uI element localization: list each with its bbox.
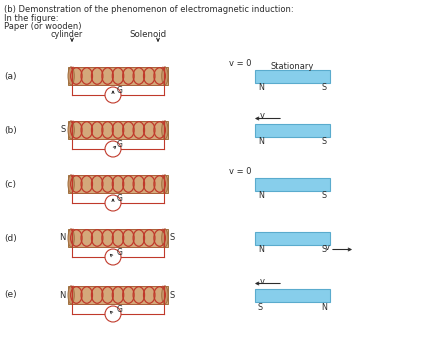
Text: S: S xyxy=(321,138,326,147)
Text: (a): (a) xyxy=(4,72,16,81)
Text: Stationary: Stationary xyxy=(270,62,313,71)
Text: S: S xyxy=(321,83,326,93)
Ellipse shape xyxy=(68,175,74,193)
Text: S: S xyxy=(321,245,326,254)
Bar xyxy=(68,175,168,193)
Circle shape xyxy=(105,87,121,103)
Text: G: G xyxy=(117,194,122,203)
Text: G: G xyxy=(117,305,122,314)
Text: v: v xyxy=(260,111,264,121)
Text: v = 0: v = 0 xyxy=(229,167,251,175)
Ellipse shape xyxy=(161,175,168,193)
Text: G: G xyxy=(117,248,122,257)
Text: S: S xyxy=(257,302,263,311)
Bar xyxy=(254,232,329,245)
Bar xyxy=(254,69,329,82)
Text: cylinder: cylinder xyxy=(51,30,83,39)
Ellipse shape xyxy=(68,67,74,85)
Text: N: N xyxy=(257,138,263,147)
Bar xyxy=(68,229,168,247)
Text: (c): (c) xyxy=(4,179,16,188)
Bar xyxy=(254,123,329,136)
Text: v = 0: v = 0 xyxy=(229,58,251,68)
Ellipse shape xyxy=(161,67,168,85)
Ellipse shape xyxy=(161,229,168,247)
Bar xyxy=(68,67,168,85)
Text: N: N xyxy=(257,192,263,200)
Ellipse shape xyxy=(161,121,168,139)
Circle shape xyxy=(105,306,121,322)
Ellipse shape xyxy=(68,229,74,247)
Text: G: G xyxy=(117,140,122,149)
Text: v: v xyxy=(260,277,264,286)
Text: S: S xyxy=(321,192,326,200)
Bar xyxy=(68,286,168,304)
Text: (d): (d) xyxy=(4,233,17,242)
Bar xyxy=(254,289,329,302)
Ellipse shape xyxy=(68,121,74,139)
Ellipse shape xyxy=(161,286,168,304)
Text: N: N xyxy=(320,302,326,311)
Text: N: N xyxy=(59,233,66,242)
Text: S: S xyxy=(61,126,66,135)
Text: N: N xyxy=(59,290,66,299)
Text: N: N xyxy=(257,83,263,93)
Circle shape xyxy=(105,141,121,157)
Text: Solenoid: Solenoid xyxy=(129,30,166,39)
Text: N: N xyxy=(257,245,263,254)
Text: Paper (or wooden): Paper (or wooden) xyxy=(4,22,81,31)
Text: v: v xyxy=(324,242,329,252)
Circle shape xyxy=(105,249,121,265)
Text: S: S xyxy=(170,290,175,299)
Ellipse shape xyxy=(68,286,74,304)
Bar xyxy=(254,178,329,191)
Text: (b): (b) xyxy=(4,126,17,135)
Text: In the figure:: In the figure: xyxy=(4,14,58,23)
Circle shape xyxy=(105,195,121,211)
Text: S: S xyxy=(170,233,175,242)
Text: (b) Demonstration of the phenomenon of electromagnetic induction:: (b) Demonstration of the phenomenon of e… xyxy=(4,5,293,14)
Bar xyxy=(68,121,168,139)
Text: G: G xyxy=(117,86,122,95)
Text: (e): (e) xyxy=(4,290,16,299)
